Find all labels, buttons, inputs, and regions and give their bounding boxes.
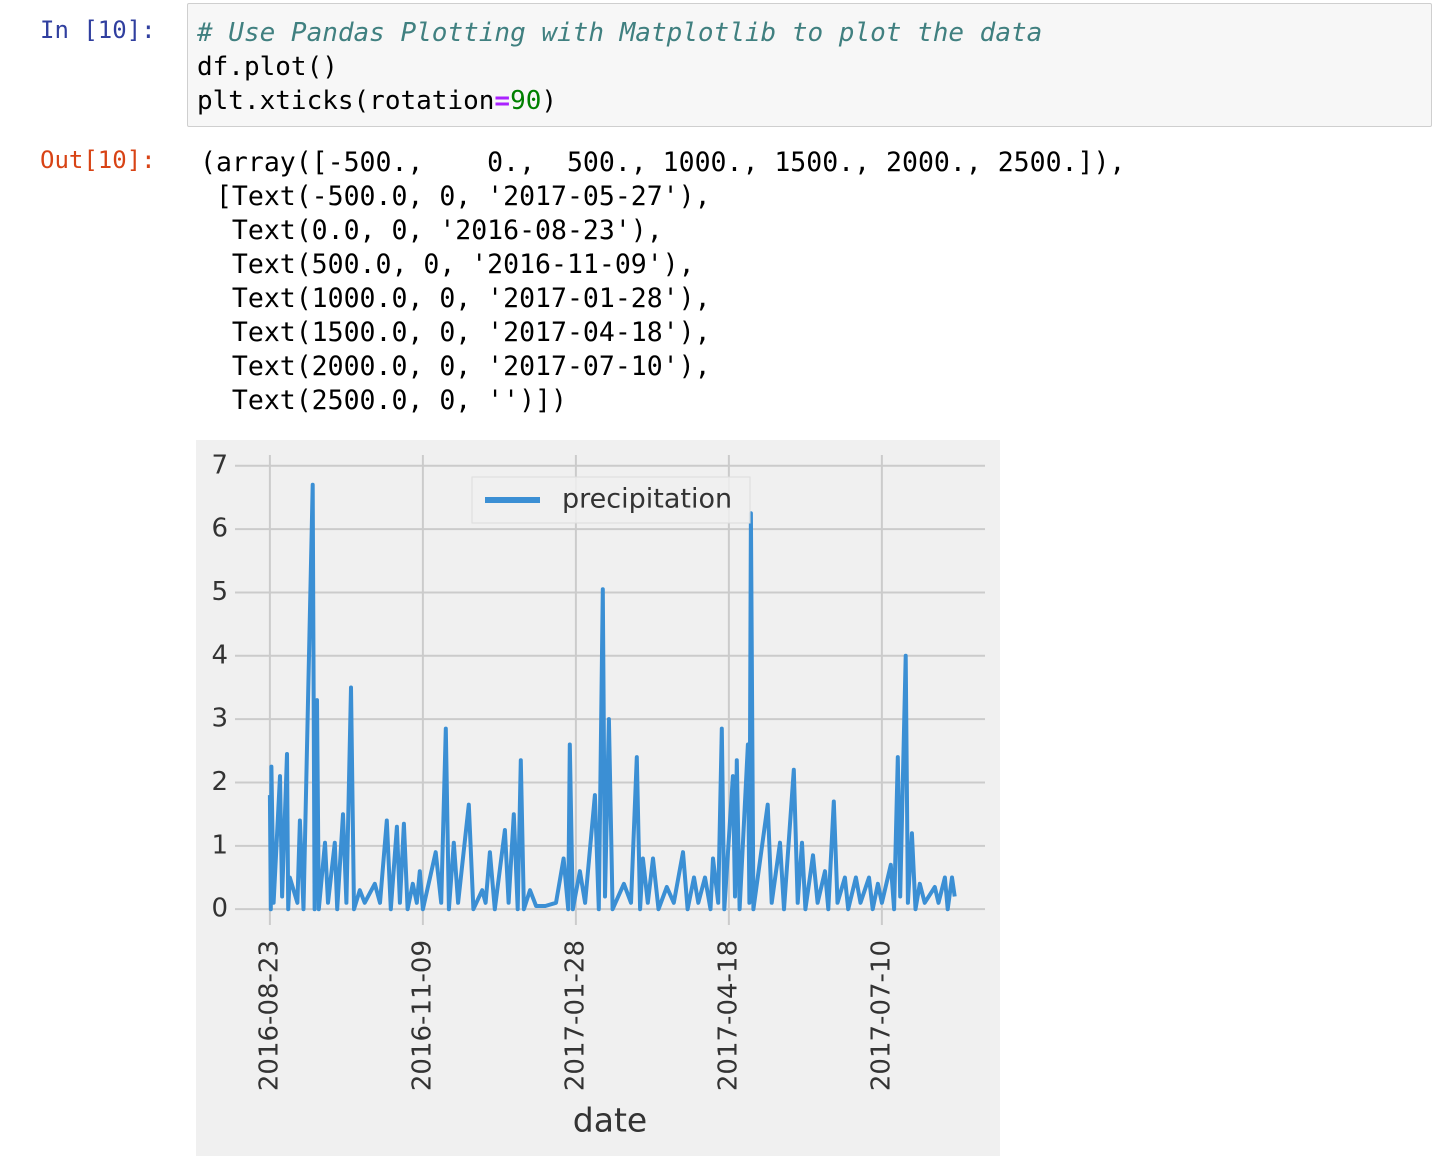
out-prompt: Out[10]: — [40, 146, 156, 174]
output-line: (array([-500., 0., 500., 1000., 1500., 2… — [200, 147, 1126, 178]
code-comment: # Use Pandas Plotting with Matplotlib to… — [197, 18, 1043, 48]
output-line: Text(500.0, 0, '2016-11-09'), — [200, 249, 695, 280]
y-tick-label: 7 — [211, 450, 228, 480]
output-line: Text(0.0, 0, '2016-08-23'), — [200, 215, 663, 246]
y-tick-label: 4 — [211, 640, 228, 670]
legend-label: precipitation — [562, 484, 732, 515]
y-tick-label: 0 — [211, 894, 228, 924]
in-prompt: In [10]: — [40, 16, 156, 44]
code-cell[interactable]: # Use Pandas Plotting with Matplotlib to… — [187, 3, 1432, 127]
y-tick-label: 6 — [211, 514, 228, 544]
figure-background — [196, 440, 1000, 1156]
y-tick-label: 5 — [211, 577, 228, 607]
output-line: [Text(-500.0, 0, '2017-05-27'), — [200, 181, 711, 212]
x-tick-label: 2017-04-18 — [713, 940, 743, 1091]
code-line: plt.xticks(rotation=90) — [197, 86, 557, 116]
y-tick-label: 1 — [211, 830, 228, 860]
y-tick-label: 2 — [211, 767, 228, 797]
x-tick-label: 2017-07-10 — [866, 940, 896, 1091]
output-line: Text(1500.0, 0, '2017-04-18'), — [200, 317, 711, 348]
x-axis-label: date — [573, 1101, 647, 1140]
code-token: 90 — [510, 86, 542, 116]
code-line: df.plot() — [197, 52, 338, 82]
x-tick-label: 2016-11-09 — [407, 940, 437, 1091]
output-text: (array([-500., 0., 500., 1000., 1500., 2… — [200, 146, 1125, 418]
code-token: = — [494, 86, 511, 116]
output-line: Text(1000.0, 0, '2017-01-28'), — [200, 283, 711, 314]
y-tick-label: 3 — [211, 704, 228, 734]
code-token: ) — [541, 86, 558, 116]
x-tick-label: 2016-08-23 — [254, 940, 284, 1091]
output-line: Text(2500.0, 0, '')]) — [200, 385, 567, 416]
output-line: Text(2000.0, 0, '2017-07-10'), — [200, 351, 711, 382]
code-token: plt.xticks(rotation — [197, 86, 495, 116]
data-line — [267, 482, 957, 912]
x-tick-label: 2017-01-28 — [560, 940, 590, 1091]
